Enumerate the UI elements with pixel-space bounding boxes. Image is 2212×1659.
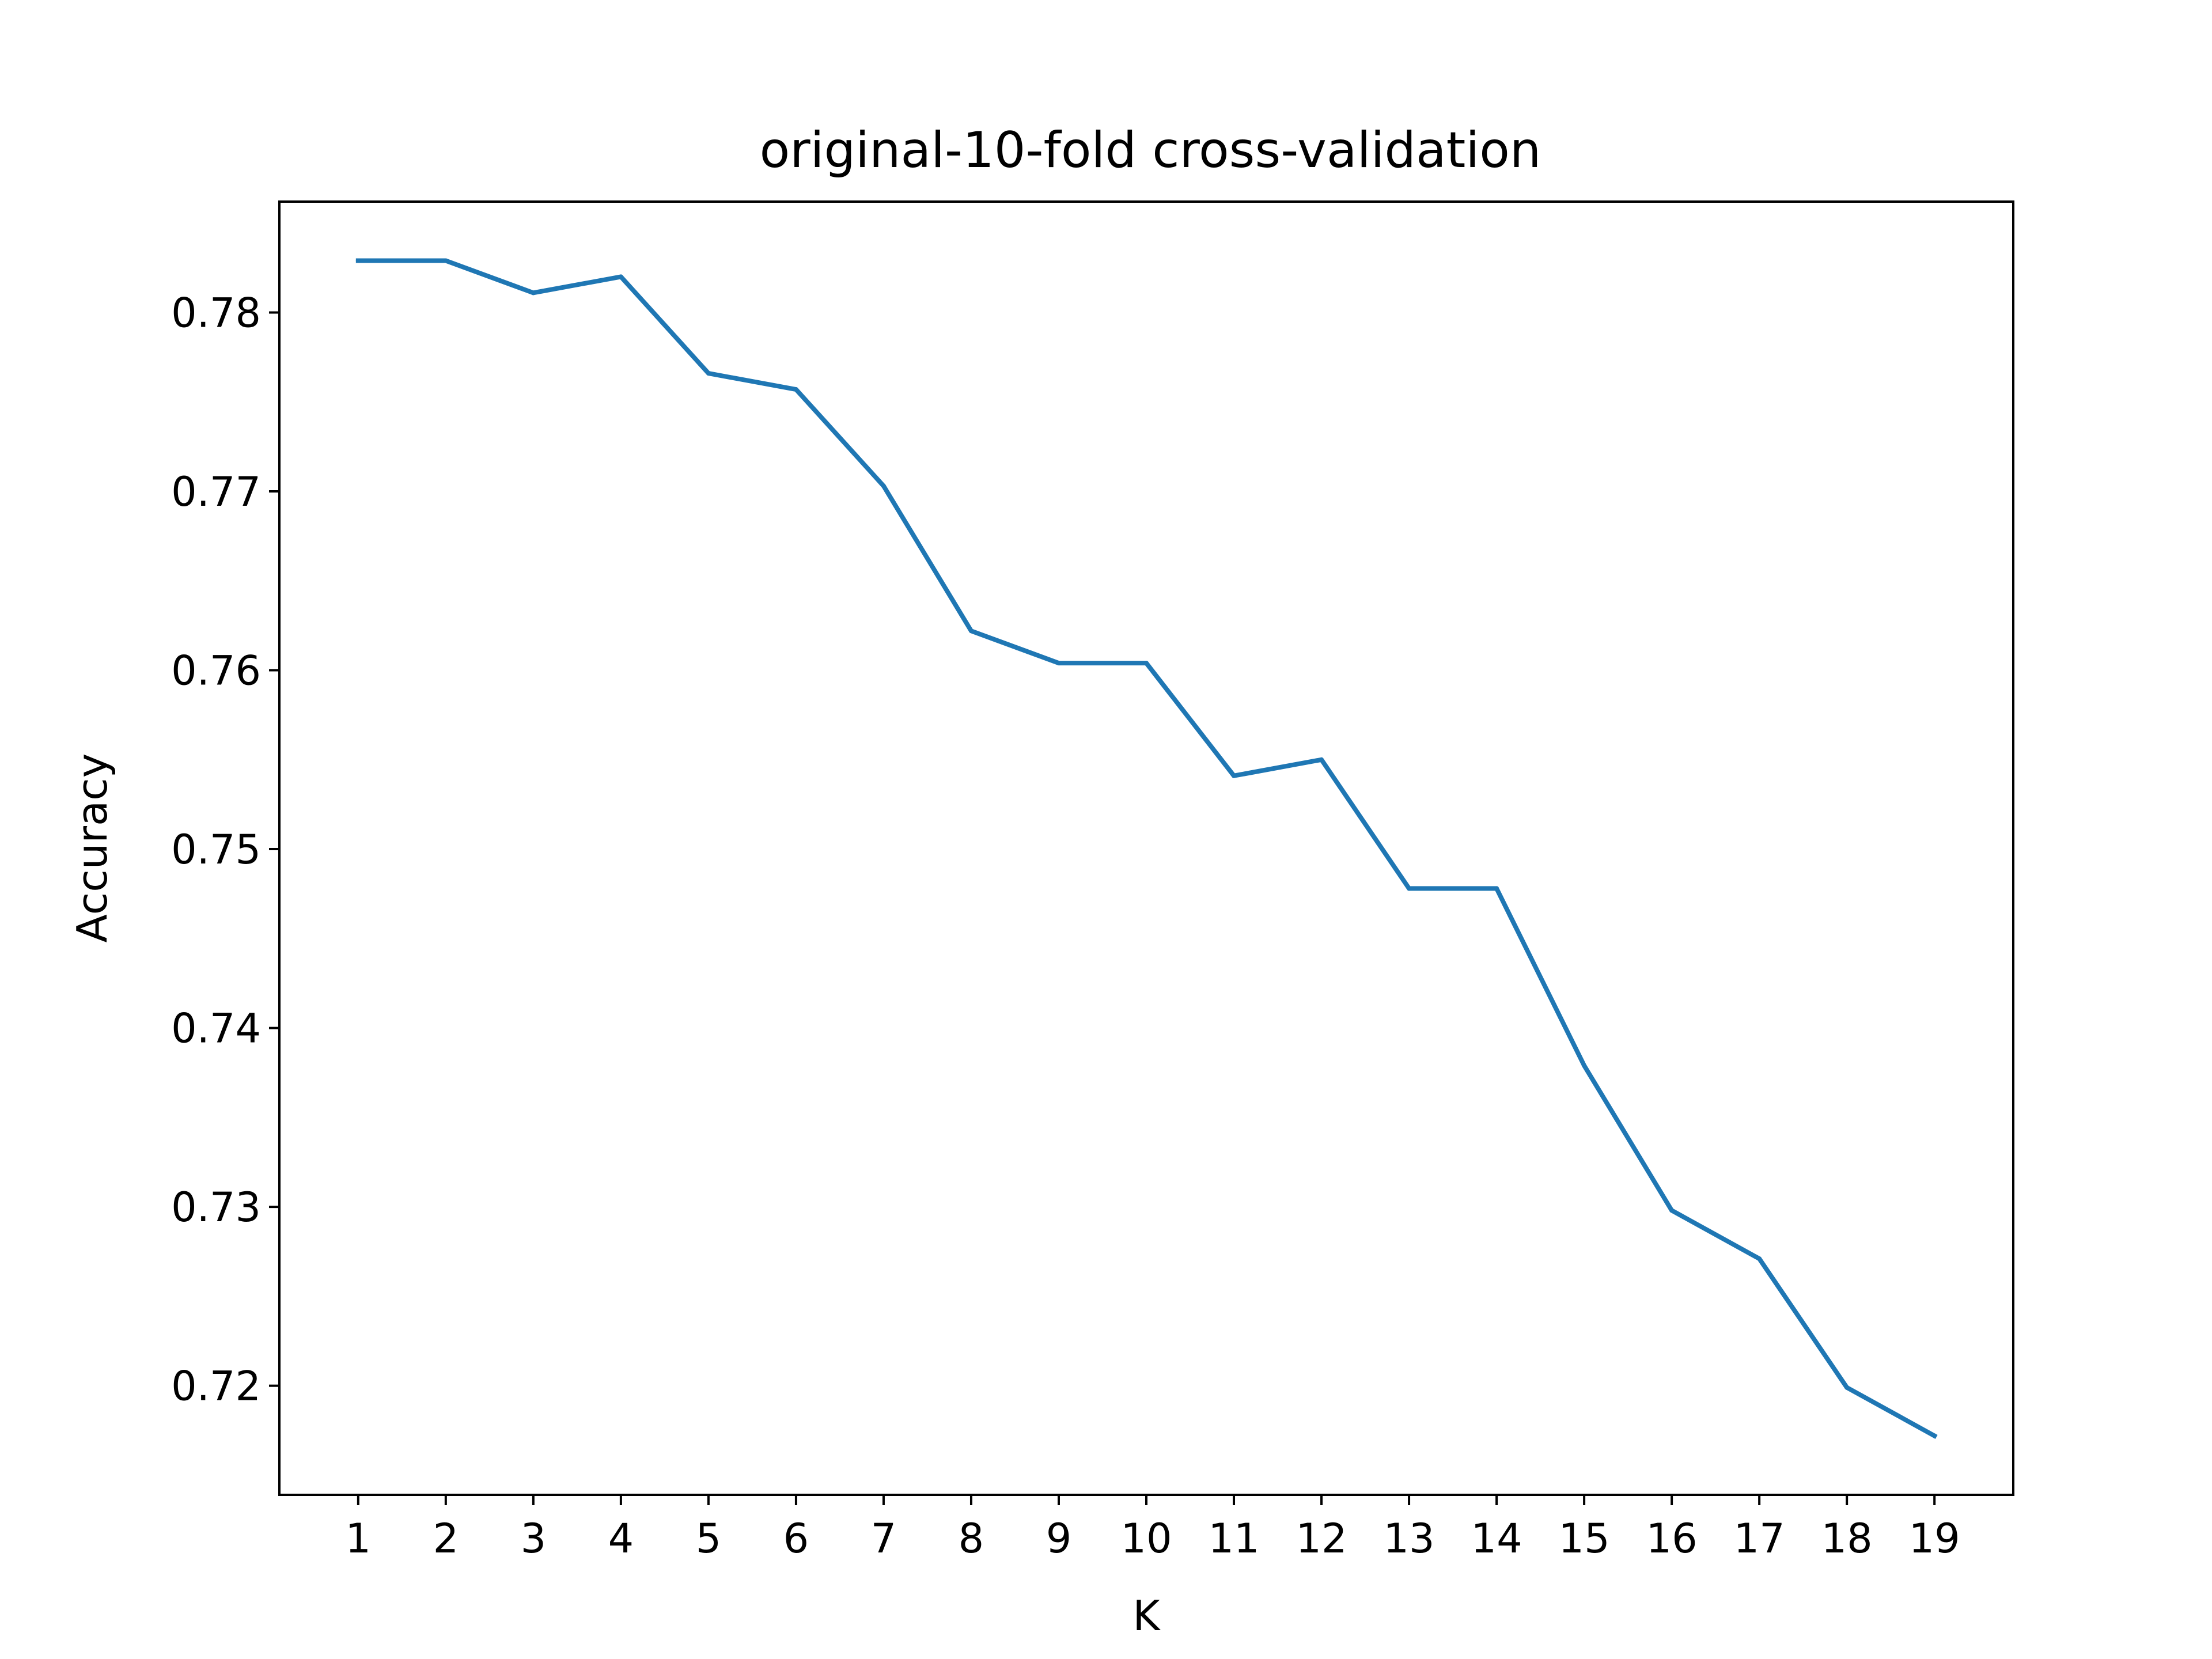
- y-tick-label: 0.78: [171, 290, 261, 337]
- series-layer: [355, 258, 1938, 1439]
- x-tick-label: 12: [1296, 1515, 1347, 1562]
- y-tick-label: 0.74: [171, 1005, 261, 1052]
- data-point: [531, 290, 536, 296]
- data-point: [1319, 757, 1324, 762]
- data-point: [1056, 661, 1061, 666]
- x-tick-label: 15: [1559, 1515, 1610, 1562]
- x-axis-ticks: 1 2 3 4 5 6 7 8 9 10 11 12 13 14 15 16 17 18 19: [346, 1495, 1960, 1562]
- data-point: [1844, 1385, 1850, 1390]
- x-tick-label: 13: [1384, 1515, 1435, 1562]
- data-point: [1932, 1433, 1937, 1438]
- y-tick-label: 0.73: [171, 1184, 261, 1231]
- x-axis-label: K: [1132, 1592, 1161, 1640]
- x-tick-label: 1: [346, 1515, 372, 1562]
- data-point: [968, 628, 974, 634]
- x-tick-label: 11: [1208, 1515, 1259, 1562]
- data-point: [1757, 1256, 1762, 1262]
- x-tick-label: 4: [608, 1515, 634, 1562]
- y-tick-label: 0.75: [171, 826, 261, 873]
- data-point: [793, 387, 798, 392]
- chart-title: original-10-fold cross-validation: [760, 122, 1541, 179]
- x-tick-label: 16: [1646, 1515, 1698, 1562]
- data-point: [1582, 1063, 1587, 1068]
- data-point: [443, 258, 448, 263]
- x-tick-label: 19: [1909, 1515, 1960, 1562]
- data-point: [618, 274, 623, 279]
- data-point: [1494, 886, 1499, 891]
- y-tick-label: 0.76: [171, 647, 261, 695]
- x-tick-label: 17: [1734, 1515, 1785, 1562]
- x-tick-label: 9: [1046, 1515, 1072, 1562]
- y-axis-ticks: 0.72 0.73 0.74 0.75 0.76 0.77 0.78: [171, 290, 279, 1410]
- y-tick-label: 0.77: [171, 468, 261, 516]
- x-tick-label: 7: [871, 1515, 897, 1562]
- data-point: [1407, 886, 1412, 891]
- y-axis-label: Accuracy: [68, 753, 116, 943]
- x-tick-label: 5: [696, 1515, 722, 1562]
- x-tick-label: 8: [959, 1515, 984, 1562]
- data-point: [1232, 773, 1237, 778]
- data-point: [706, 371, 711, 376]
- data-point: [355, 258, 361, 263]
- y-tick-label: 0.72: [171, 1363, 261, 1410]
- data-point: [1144, 661, 1149, 666]
- x-tick-label: 14: [1471, 1515, 1522, 1562]
- data-point: [881, 483, 886, 488]
- x-tick-label: 2: [433, 1515, 459, 1562]
- x-tick-label: 3: [521, 1515, 547, 1562]
- x-tick-label: 10: [1120, 1515, 1172, 1562]
- x-tick-label: 6: [783, 1515, 809, 1562]
- data-point: [1669, 1208, 1675, 1213]
- x-tick-label: 18: [1821, 1515, 1873, 1562]
